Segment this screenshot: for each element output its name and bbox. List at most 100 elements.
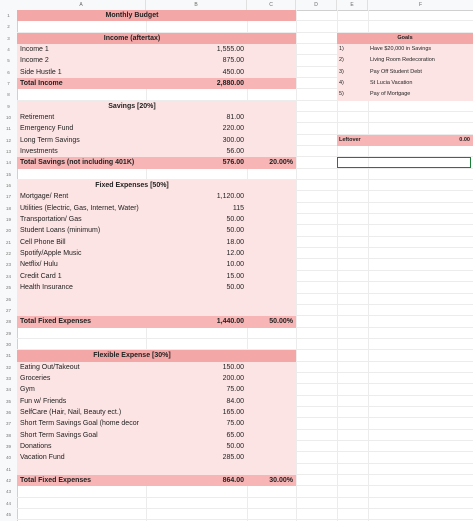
row-number[interactable]: 33: [5, 375, 11, 381]
row-number[interactable]: 20: [5, 228, 11, 234]
fixed-value[interactable]: 12.00: [226, 250, 244, 258]
fixed-value[interactable]: 1,120.00: [216, 193, 244, 201]
fixed-label[interactable]: Utilities (Electric, Gas, Internet, Wate…: [20, 204, 139, 212]
row-number[interactable]: 13: [5, 149, 11, 155]
column-header-e[interactable]: E: [337, 0, 368, 10]
flexible-total-value[interactable]: 864.00: [222, 476, 244, 484]
goal-text[interactable]: Have $20,000 in Savings: [370, 46, 432, 53]
savings-value[interactable]: 300.00: [222, 136, 244, 144]
goal-number[interactable]: 2): [339, 57, 344, 64]
row-number[interactable]: 28: [5, 319, 11, 325]
savings-header[interactable]: Savings [20%]: [108, 102, 156, 110]
row-number[interactable]: 30: [5, 341, 11, 347]
fixed-label[interactable]: Netflix/ Hulu: [20, 261, 58, 269]
fixed-value[interactable]: 50.00: [226, 284, 244, 292]
fixed-total-pct[interactable]: 50.00%: [269, 318, 293, 326]
row-number[interactable]: 27: [5, 307, 11, 313]
goal-number[interactable]: 5): [339, 91, 344, 98]
row-number[interactable]: 18: [5, 205, 11, 211]
row-number[interactable]: 9: [7, 103, 10, 109]
row-number[interactable]: 35: [5, 398, 11, 404]
budget-title[interactable]: Monthly Budget: [105, 12, 159, 19]
row-number[interactable]: 32: [5, 364, 11, 370]
flexible-label[interactable]: Eating Out/Takeout: [20, 363, 80, 371]
row-number[interactable]: 3: [7, 35, 10, 41]
income-label[interactable]: Income 1: [20, 46, 49, 54]
flexible-value[interactable]: 150.00: [222, 363, 244, 371]
flexible-label[interactable]: Groceries: [20, 374, 51, 382]
row-number[interactable]: 43: [5, 489, 11, 495]
row-number[interactable]: 15: [5, 171, 11, 177]
fixed-value[interactable]: 15.00: [226, 272, 244, 280]
row-number[interactable]: 7: [7, 81, 10, 87]
income-total-value[interactable]: 2,880.00: [216, 80, 244, 88]
column-header-c[interactable]: C: [247, 0, 296, 10]
row-number[interactable]: 14: [5, 160, 11, 166]
column-header-f[interactable]: F: [368, 0, 473, 10]
savings-value[interactable]: 220.00: [222, 125, 244, 133]
savings-value[interactable]: 81.00: [226, 114, 244, 122]
row-number[interactable]: 11: [6, 126, 11, 132]
leftover-label[interactable]: Leftover: [339, 136, 361, 143]
row-number[interactable]: 19: [5, 217, 11, 223]
flexible-value[interactable]: 285.00: [222, 454, 244, 462]
row-number[interactable]: 16: [5, 183, 11, 189]
savings-label[interactable]: Retirement: [20, 114, 55, 122]
goal-text[interactable]: Pay of Mortgage: [370, 91, 411, 98]
flexible-total-pct[interactable]: 30.00%: [269, 476, 293, 484]
income-value[interactable]: 875.00: [222, 57, 244, 65]
income-label[interactable]: Income 2: [20, 57, 49, 65]
row-number[interactable]: 45: [5, 511, 11, 517]
row-number[interactable]: 25: [5, 285, 11, 291]
row-number[interactable]: 44: [5, 500, 11, 506]
flexible-value[interactable]: 65.00: [226, 431, 244, 439]
flexible-label[interactable]: Short Term Savings Goal (home decor: [20, 420, 139, 428]
row-number[interactable]: 38: [5, 432, 11, 438]
goal-text[interactable]: St Lucia Vacation: [370, 80, 413, 87]
flexible-value[interactable]: 50.00: [226, 442, 244, 450]
flexible-label[interactable]: SelfCare (Hair, Nail, Beauty ect.): [20, 408, 122, 416]
fixed-label[interactable]: Spotify/Apple Music: [20, 250, 82, 258]
row-number[interactable]: 42: [5, 477, 11, 483]
row-number[interactable]: 31: [5, 353, 11, 359]
row-number[interactable]: 5: [7, 58, 10, 64]
flexible-value[interactable]: 75.00: [226, 420, 244, 428]
goal-text[interactable]: Pay Off Student Debt: [370, 68, 422, 75]
column-header-d[interactable]: D: [296, 0, 337, 10]
flexible-value[interactable]: 200.00: [222, 374, 244, 382]
income-total-label[interactable]: Total Income: [20, 80, 63, 88]
savings-label[interactable]: Emergency Fund: [20, 125, 74, 133]
row-number[interactable]: 37: [5, 421, 11, 427]
row-number[interactable]: 23: [5, 262, 11, 268]
row-number[interactable]: 1: [7, 13, 10, 18]
row-number[interactable]: 24: [5, 273, 11, 279]
fixed-value[interactable]: 115: [232, 204, 244, 212]
savings-total-value[interactable]: 576.00: [222, 159, 244, 167]
fixed-label[interactable]: Transportation/ Gas: [20, 216, 82, 224]
row-number[interactable]: 41: [5, 466, 11, 472]
row-number[interactable]: 10: [5, 115, 11, 121]
row-number[interactable]: 8: [7, 92, 10, 98]
fixed-value[interactable]: 50.00: [226, 227, 244, 235]
fixed-total-value[interactable]: 1,440.00: [216, 318, 244, 326]
row-number[interactable]: 17: [5, 194, 11, 200]
row-number[interactable]: 21: [5, 239, 11, 245]
goal-number[interactable]: 4): [339, 80, 344, 87]
row-number[interactable]: 36: [5, 409, 11, 415]
row-number[interactable]: 40: [5, 455, 11, 461]
flexible-value[interactable]: 165.00: [222, 408, 244, 416]
fixed-value[interactable]: 10.00: [226, 261, 244, 269]
income-value[interactable]: 1,555.00: [216, 46, 244, 54]
flexible-label[interactable]: Fun w/ Friends: [20, 397, 67, 405]
fixed-total-label[interactable]: Total Fixed Expenses: [20, 318, 92, 326]
fixed-label[interactable]: Mortgage/ Rent: [20, 193, 69, 201]
column-header-b[interactable]: B: [146, 0, 247, 10]
savings-label[interactable]: Long Term Savings: [20, 136, 80, 144]
fixed-label[interactable]: Student Loans (minimum): [20, 227, 101, 235]
goal-number[interactable]: 1): [339, 46, 344, 53]
column-header-a[interactable]: A: [17, 0, 146, 10]
leftover-value[interactable]: 0.00: [459, 136, 470, 143]
flexible-label[interactable]: Vacation Fund: [20, 454, 65, 462]
row-number[interactable]: 29: [5, 330, 11, 336]
savings-total-pct[interactable]: 20.00%: [269, 159, 293, 167]
